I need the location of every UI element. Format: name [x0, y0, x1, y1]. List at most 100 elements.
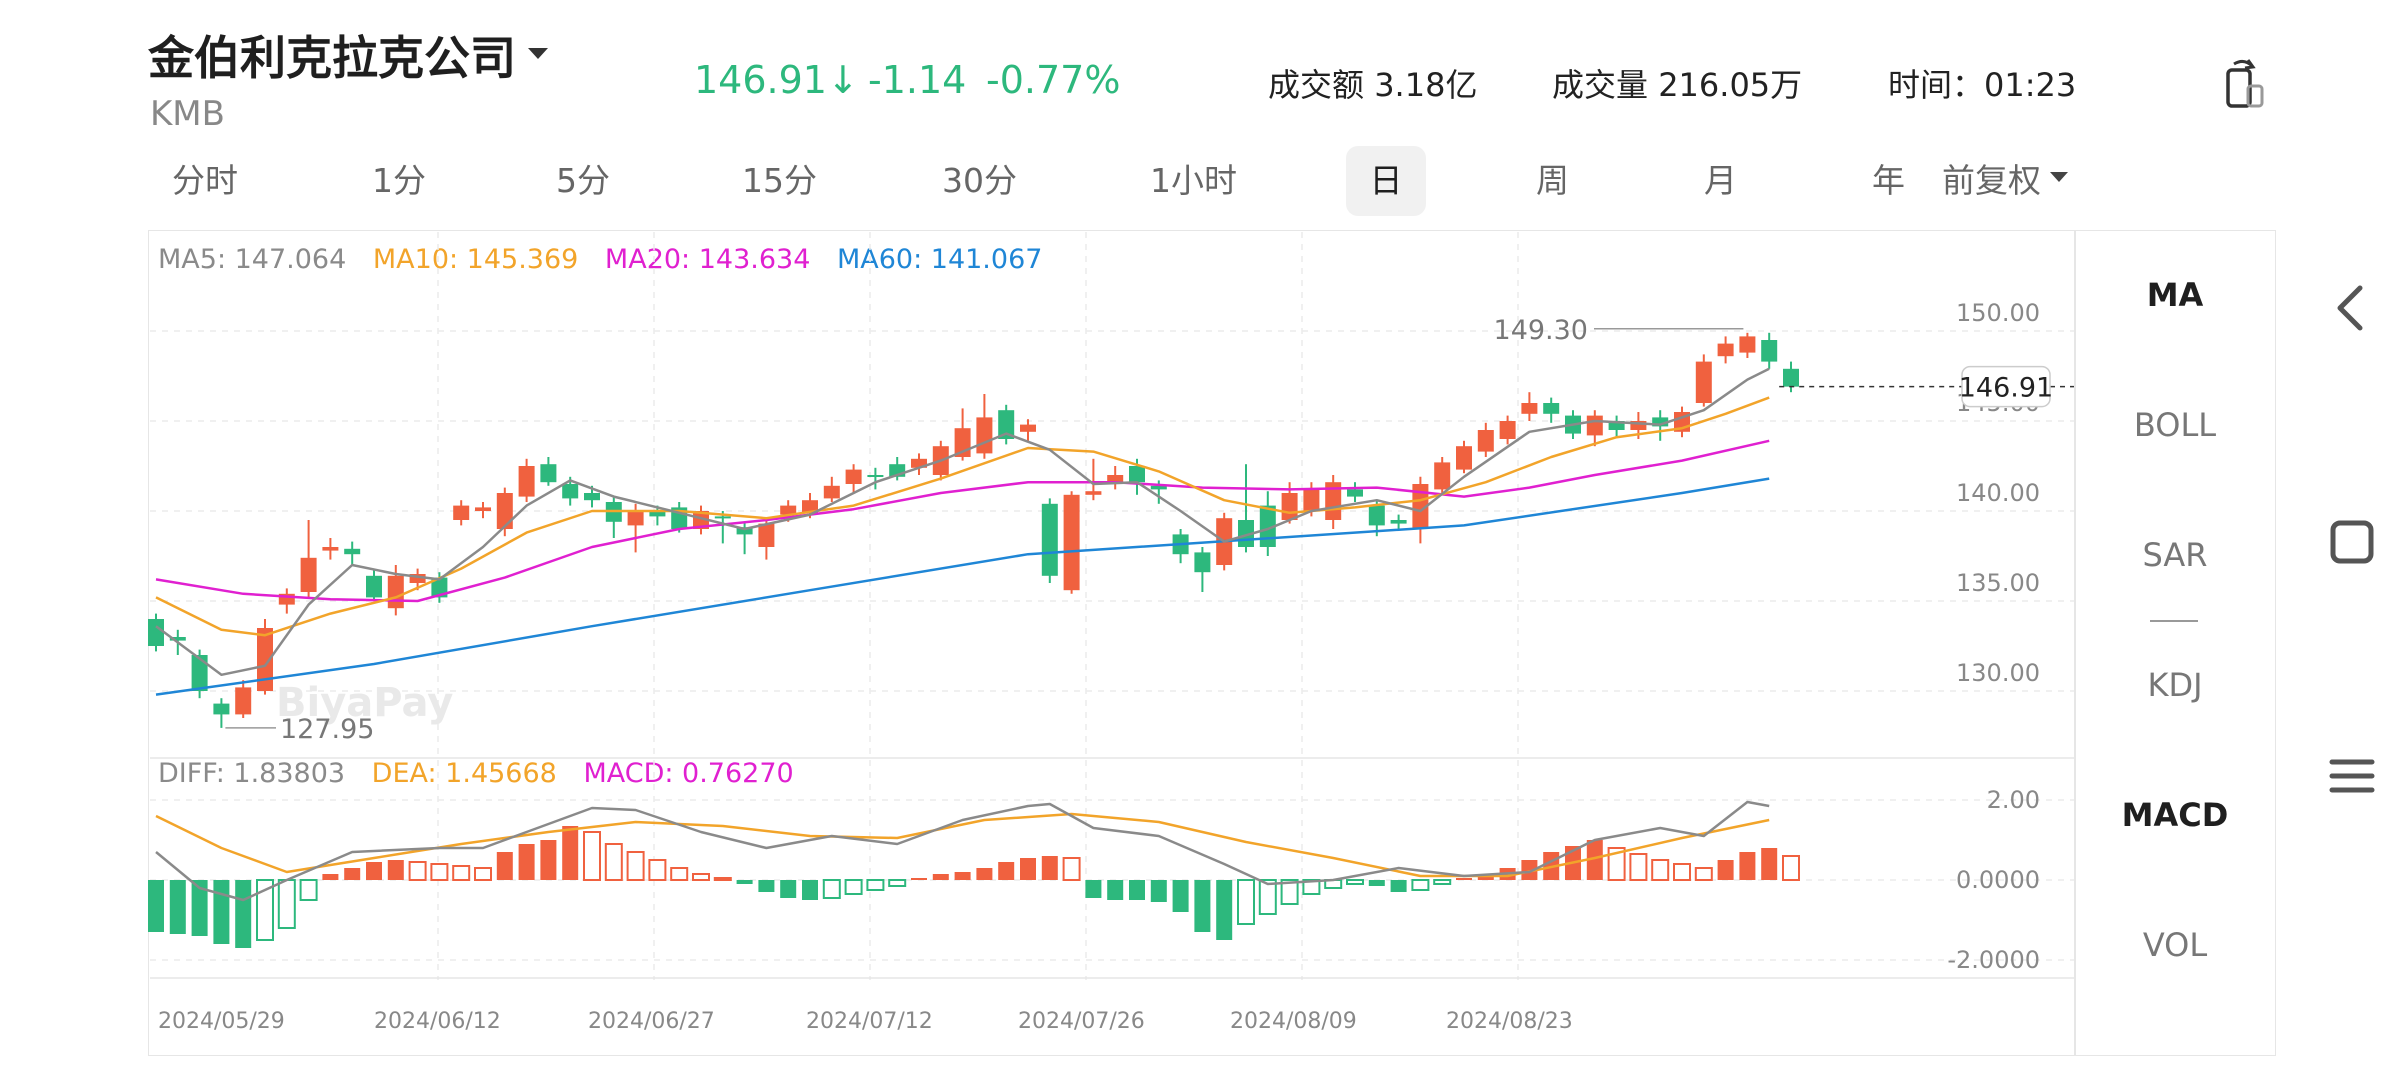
candle-body	[845, 469, 862, 484]
macd-bar	[1216, 880, 1233, 940]
macd-bar	[1694, 867, 1713, 881]
ma20-legend: MA20: 143.634	[604, 244, 811, 275]
ma60-line	[155, 477, 1770, 696]
candle-body	[235, 687, 252, 715]
macd-bar	[1521, 860, 1538, 880]
macd-bar	[1237, 879, 1255, 925]
candle-body	[802, 500, 818, 513]
tab-time-share[interactable]: 分时	[172, 161, 238, 200]
chevron-down-icon[interactable]	[2050, 172, 2068, 182]
price-tick-label: 140.00	[1956, 479, 2040, 507]
tab-15min[interactable]: 15分	[742, 161, 817, 200]
candle-body	[257, 628, 273, 691]
back-icon[interactable]	[2320, 276, 2384, 340]
macd-bar	[1761, 848, 1778, 880]
macd-bar	[1673, 863, 1691, 881]
recent-apps-icon[interactable]	[2320, 744, 2384, 808]
tab-day[interactable]: 日	[1346, 146, 1426, 216]
macd-bar	[802, 880, 818, 900]
macd-bar	[430, 863, 449, 881]
macd-bar	[1717, 860, 1734, 880]
stock-name[interactable]: 金伯利克拉克公司	[148, 31, 516, 85]
ma10-legend: MA10: 145.369	[372, 244, 579, 275]
macd-bar	[713, 877, 732, 881]
candle-body	[431, 577, 448, 598]
candle-body	[1608, 421, 1625, 430]
macd-bar	[736, 880, 753, 884]
stock-selector-caret-icon[interactable]	[528, 48, 548, 59]
macd-bar	[822, 879, 841, 899]
indicator-vol[interactable]: VOL	[2142, 926, 2208, 964]
candle-body	[1434, 462, 1451, 490]
rotate-screen-icon[interactable]	[2218, 56, 2274, 112]
candle-body	[1456, 446, 1472, 470]
date-tick-label: 2024/08/09	[1230, 1009, 1357, 1034]
candle-body	[191, 655, 208, 691]
macd-legend: DIFF: 1.83803 DEA: 1.45668 MACD: 0.76270	[158, 758, 812, 789]
date-tick-label: 2024/05/29	[158, 1009, 285, 1034]
macd-bar	[1390, 880, 1407, 892]
candle-body	[1695, 361, 1712, 403]
candle-body	[453, 505, 470, 520]
tab-5min[interactable]: 5分	[556, 161, 610, 200]
indicator-macd[interactable]: MACD	[2121, 796, 2229, 834]
candle-body	[540, 464, 557, 483]
candle-body	[1107, 475, 1124, 483]
down-arrow-icon: ↓	[826, 58, 859, 102]
candle-body	[518, 466, 535, 497]
indicator-ma[interactable]: MA	[2146, 276, 2204, 314]
macd-bar	[583, 831, 601, 881]
indicator-sar[interactable]: SAR	[2142, 536, 2208, 574]
indicator-kdj[interactable]: KDJ	[2147, 666, 2203, 704]
candle-body	[1020, 424, 1036, 432]
macd-bar	[1020, 858, 1036, 880]
macd-bar	[1607, 847, 1626, 881]
watermark-logo: BiyaPay	[276, 680, 453, 726]
candle-body	[213, 703, 230, 715]
tab-week[interactable]: 周	[1536, 161, 1569, 200]
ma-legend: MA5: 147.064 MA10: 145.369 MA20: 143.634…	[158, 244, 1060, 275]
last-price-label: 146.91	[1959, 373, 2053, 404]
ma5-legend: MA5: 147.064	[158, 244, 347, 275]
home-icon[interactable]	[2320, 510, 2384, 574]
ma60-legend: MA60: 141.067	[836, 244, 1043, 275]
candle-body	[148, 619, 164, 646]
tab-month[interactable]: 月	[1704, 161, 1737, 200]
macd-value-legend: MACD: 0.76270	[583, 758, 794, 789]
macd-bar	[213, 880, 230, 944]
indicator-divider	[2074, 230, 2076, 1056]
candle-body	[693, 511, 709, 529]
candle-body	[300, 557, 317, 592]
macd-bar	[169, 880, 186, 934]
macd-bar	[518, 844, 535, 880]
candle-body	[496, 493, 513, 529]
macd-bar	[1411, 879, 1430, 891]
macd-bar	[1586, 840, 1603, 880]
volume-stat: 成交量 216.05万	[1552, 60, 1802, 106]
macd-bar	[1651, 859, 1670, 881]
candle-body	[409, 574, 426, 583]
tab-30min[interactable]: 30分	[942, 161, 1017, 200]
tab-1min[interactable]: 1分	[372, 161, 426, 200]
volume-label: 成交量	[1552, 66, 1649, 104]
candle-body	[1368, 505, 1385, 526]
candle-body	[998, 410, 1015, 439]
macd-bar	[866, 879, 885, 891]
price-adjust-selector[interactable]: 前复权	[1942, 161, 2041, 200]
ma20-line	[155, 439, 1770, 603]
price-tick-label: 135.00	[1956, 569, 2040, 597]
candle-body	[1412, 484, 1429, 529]
macd-bar	[911, 878, 927, 880]
tab-year[interactable]: 年	[1872, 161, 1905, 200]
price-change: -1.14	[868, 58, 967, 102]
volume-value: 216.05万	[1658, 66, 1803, 104]
indicator-boll[interactable]: BOLL	[2133, 406, 2217, 444]
candle-body	[387, 575, 404, 609]
candle-body	[1085, 491, 1102, 495]
last-price-tag	[1961, 365, 2051, 408]
tab-1hour[interactable]: 1小时	[1150, 161, 1237, 200]
ma10-line	[155, 396, 1770, 637]
macd-bar	[844, 879, 863, 895]
dea-legend: DEA: 1.45668	[371, 758, 557, 789]
